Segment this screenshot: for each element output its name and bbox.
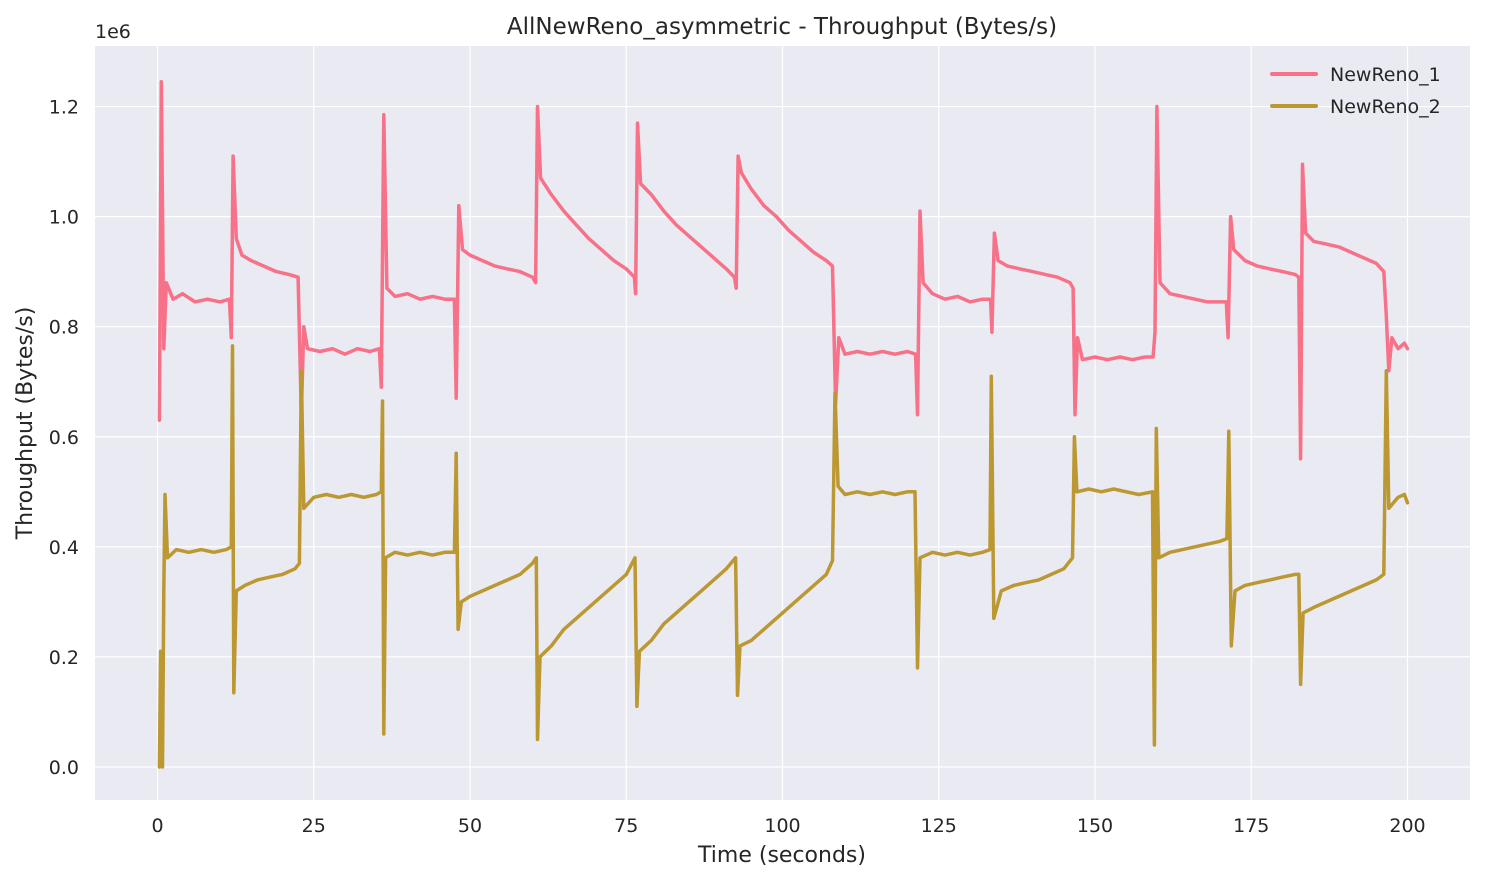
y-tick-label: 0.4: [49, 537, 79, 559]
x-tick-label: 125: [921, 815, 957, 837]
y-axis-label: Throughput (Bytes/s): [13, 307, 38, 541]
series-line-newreno-2: [157, 344, 1410, 769]
x-tick-label: 25: [302, 815, 326, 837]
y-tick-label: 0.2: [49, 647, 79, 669]
chart-title: AllNewReno_asymmetric - Throughput (Byte…: [507, 14, 1057, 40]
series-line-newreno-1: [157, 80, 1410, 461]
y-tick-label: 0.0: [49, 757, 79, 779]
x-tick-label: 75: [614, 815, 638, 837]
grid-layer: [95, 46, 1470, 800]
x-tick-label: 150: [1077, 815, 1113, 837]
y-tick-label: 1.2: [49, 97, 79, 119]
series-layer: [157, 80, 1410, 769]
legend-label-newreno-2: NewReno_2: [1330, 96, 1441, 118]
legend-label-newreno-1: NewReno_1: [1330, 64, 1441, 86]
x-tick-label: 200: [1389, 815, 1425, 837]
x-axis-label: Time (seconds): [697, 843, 866, 868]
y-offset-label: 1e6: [95, 21, 131, 43]
x-tick-label: 175: [1233, 815, 1269, 837]
y-tick-label: 0.6: [49, 427, 79, 449]
y-tick-label: 1.0: [49, 207, 79, 229]
x-tick-label: 100: [764, 815, 800, 837]
y-tick-label: 0.8: [49, 317, 79, 339]
x-tick-label: 0: [151, 815, 163, 837]
legend: NewReno_1 NewReno_2: [1270, 64, 1441, 118]
x-tick-label: 50: [458, 815, 482, 837]
tick-layer: 0 25 50 75 100 125 150 175 200 0.0 0.2 0.4 0.6 0.8 1.0…: [49, 97, 1426, 837]
